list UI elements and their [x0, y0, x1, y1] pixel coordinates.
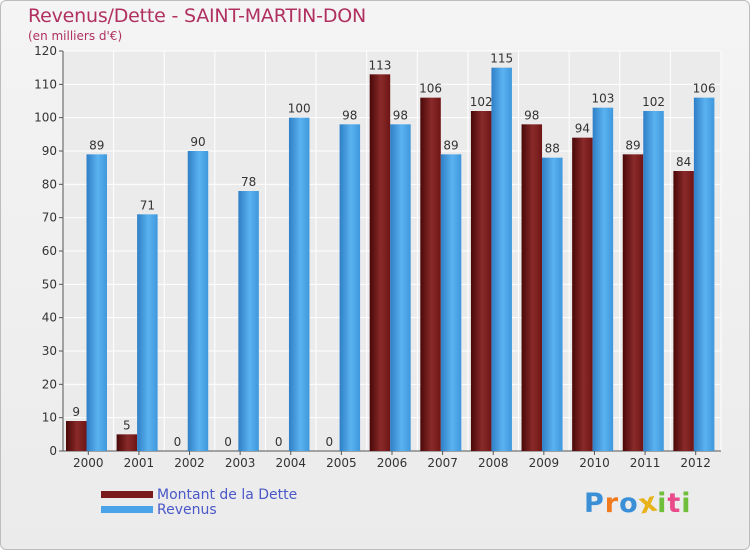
bar-dette: [622, 154, 644, 452]
y-tick-label: 120: [34, 44, 57, 58]
x-tick-label: 2008: [478, 456, 509, 470]
data-label: 98: [393, 108, 408, 122]
y-tick-label: 0: [49, 444, 57, 458]
proxiti-logo: Proxiti: [584, 486, 692, 520]
data-label: 71: [140, 198, 155, 212]
data-label: 88: [545, 142, 560, 156]
data-label: 9: [72, 405, 80, 419]
bar-revenus: [491, 67, 512, 452]
y-tick-label: 60: [42, 244, 57, 258]
bar-revenus: [339, 124, 361, 451]
data-label: 0: [275, 435, 283, 449]
data-label: 102: [470, 95, 493, 109]
data-label: 5: [123, 418, 131, 432]
chart-subtitle: (en milliers d'€): [28, 29, 123, 43]
x-tick-label: 2007: [427, 456, 458, 470]
logo-letter: t: [667, 488, 682, 519]
bar-dette: [673, 171, 694, 451]
data-label: 98: [342, 108, 357, 122]
data-label: 94: [575, 122, 590, 136]
data-label: 84: [676, 155, 691, 169]
bar-revenus: [592, 107, 614, 452]
legend-swatch-revenus: [101, 506, 153, 513]
data-label: 0: [326, 435, 334, 449]
data-label: 78: [241, 175, 256, 189]
data-label: 89: [89, 138, 104, 152]
x-tick-label: 2001: [124, 456, 155, 470]
x-tick-label: 2000: [73, 456, 104, 470]
data-label: 100: [288, 102, 311, 116]
data-label: 90: [190, 135, 205, 149]
bar-dette: [369, 74, 391, 451]
logo-letter: i: [657, 488, 668, 519]
bar-revenus: [643, 111, 664, 451]
bar-revenus: [440, 154, 462, 452]
data-label: 106: [693, 82, 716, 96]
y-tick-label: 40: [42, 311, 57, 325]
bar-revenus: [86, 154, 107, 452]
logo-letter: r: [604, 488, 620, 519]
x-tick-label: 2011: [630, 456, 661, 470]
x-tick-label: 2012: [680, 456, 711, 470]
data-label: 89: [625, 138, 640, 152]
bar-dette: [420, 97, 441, 452]
y-tick-label: 70: [42, 211, 57, 225]
data-label: 98: [524, 108, 539, 122]
y-tick-label: 110: [34, 77, 57, 91]
chart-title: Revenus/Dette - SAINT-MARTIN-DON: [28, 5, 367, 27]
bar-dette: [572, 137, 593, 451]
bar-revenus: [238, 191, 259, 451]
x-tick-label: 2002: [174, 456, 205, 470]
data-label: 103: [591, 92, 614, 106]
bar-dette: [116, 434, 138, 451]
y-tick-label: 10: [42, 411, 57, 425]
bar-revenus: [288, 117, 310, 452]
data-label: 113: [368, 58, 391, 72]
bar-revenus: [187, 151, 209, 451]
legend-label-revenus: Revenus: [157, 502, 217, 518]
data-label: 0: [174, 435, 182, 449]
x-tick-label: 2009: [529, 456, 560, 470]
x-tick-label: 2010: [579, 456, 610, 470]
y-tick-label: 80: [42, 177, 57, 191]
y-tick-label: 30: [42, 344, 57, 358]
bar-dette: [521, 124, 543, 451]
data-label: 115: [490, 52, 513, 66]
legend-label-dette: Montant de la Dette: [157, 487, 298, 503]
logo-letter: i: [681, 488, 692, 519]
data-label: 102: [642, 95, 665, 109]
data-label: 106: [419, 82, 442, 96]
logo-letter: o: [619, 488, 639, 519]
y-tick-label: 100: [34, 111, 57, 125]
y-tick-label: 90: [42, 144, 57, 158]
y-tick-label: 50: [42, 277, 57, 291]
bar-dette: [66, 421, 87, 451]
x-tick-label: 2004: [275, 456, 306, 470]
bar-revenus: [693, 97, 715, 452]
bar-dette: [470, 111, 492, 451]
bar-revenus: [542, 157, 563, 451]
x-tick-label: 2005: [326, 456, 357, 470]
legend-swatch-dette: [101, 491, 153, 498]
bar-revenus: [137, 214, 158, 451]
x-tick-label: 2003: [225, 456, 256, 470]
data-label: 0: [224, 435, 232, 449]
x-tick-label: 2006: [377, 456, 408, 470]
y-tick-label: 20: [42, 377, 57, 391]
bar-revenus: [390, 124, 411, 451]
logo-letter: P: [584, 488, 605, 519]
data-label: 89: [443, 138, 458, 152]
